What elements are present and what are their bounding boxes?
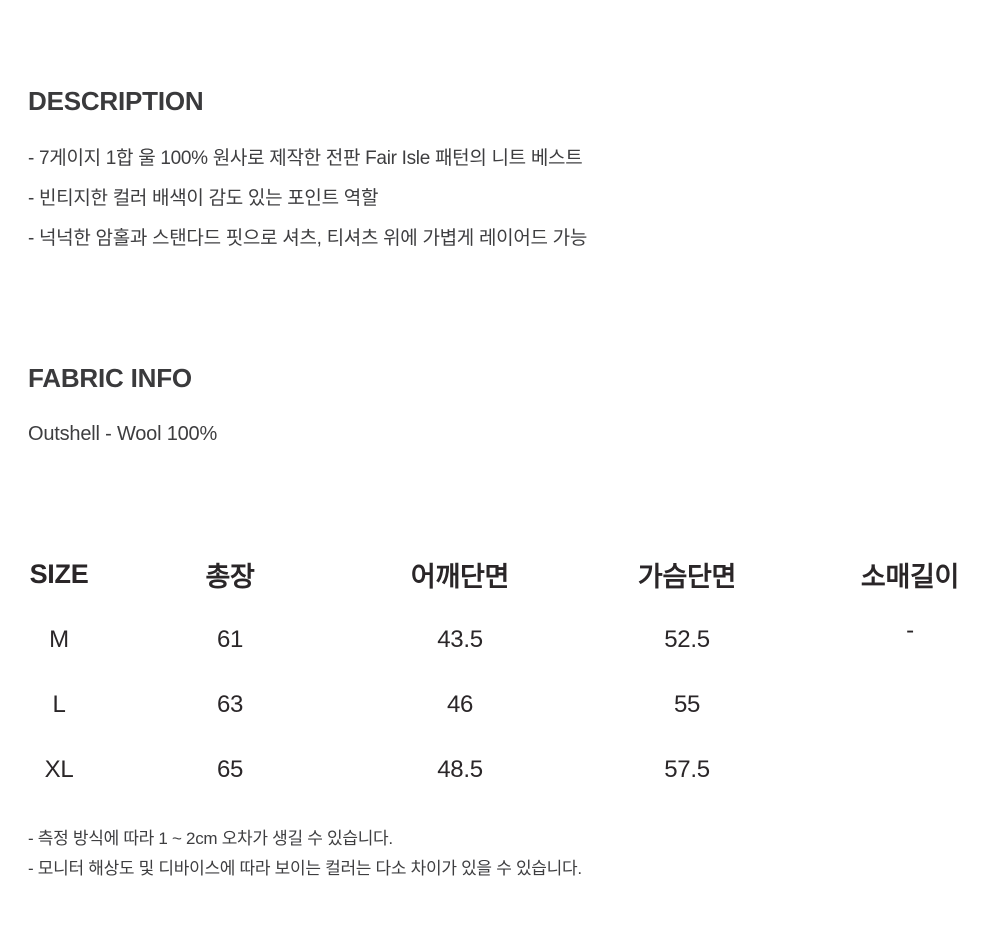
description-heading: DESCRIPTION (28, 86, 204, 116)
size-chart-header-cell: 어깨단면 (410, 562, 510, 592)
size-chart-value-cell: - (906, 616, 914, 644)
size-chart-size-cell: L (52, 690, 66, 718)
size-chart-size-cell: XL (44, 755, 74, 783)
size-chart-value-cell: 57.5 (664, 755, 710, 783)
size-chart-value-cell: 48.5 (437, 755, 483, 783)
size-chart-header-cell: 총장 (205, 562, 255, 592)
size-chart-header-cell: 소매길이 (860, 562, 960, 592)
size-chart-value-cell: 63 (216, 690, 244, 718)
size-chart-size-cell: M (49, 625, 69, 653)
note-line: - 모니터 해상도 및 디바이스에 따라 보이는 컬러는 다소 차이가 있을 수… (28, 859, 582, 878)
fabric-info-section: FABRIC INFO Outshell - Wool 100% (28, 363, 972, 446)
note-line: - 측정 방식에 따라 1 ~ 2cm 오차가 생길 수 있습니다. (28, 829, 393, 848)
description-bullet: - 빈티지한 컬러 배색이 감도 있는 포인트 역할 (28, 188, 379, 209)
size-chart-value-cell: 52.5 (664, 625, 710, 653)
description-bullet: - 넉넉한 암홀과 스탠다드 핏으로 셔츠, 티셔츠 위에 가볍게 레이어드 가… (28, 228, 588, 249)
size-chart-value-cell: 61 (216, 625, 244, 653)
size-chart-section: SIZE 총장 어깨단면 가슴단면 소매길이 M 61 43.5 52.5 - L 63 46 55 XL 6… (28, 542, 972, 802)
notes-section: - 측정 방식에 따라 1 ~ 2cm 오차가 생길 수 있습니다. - 모니터 … (28, 824, 972, 884)
description-bullet: - 7게이지 1합 울 100% 원사로 제작한 전판 Fair Isle 패턴… (28, 148, 583, 169)
size-chart-row: XL 65 48.5 57.5 (28, 737, 996, 802)
size-chart-value-cell: 65 (216, 755, 244, 783)
description-bullet-list: - 7게이지 1합 울 100% 원사로 제작한 전판 Fair Isle 패턴… (28, 139, 972, 259)
product-detail-page: DESCRIPTION - 7게이지 1합 울 100% 원사로 제작한 전판 … (28, 0, 972, 884)
description-section: DESCRIPTION - 7게이지 1합 울 100% 원사로 제작한 전판 … (28, 0, 972, 259)
size-chart-table: SIZE 총장 어깨단면 가슴단면 소매길이 M 61 43.5 52.5 - L 63 46 55 XL 6… (28, 542, 996, 802)
size-chart-header-cell: 가슴단면 (637, 562, 737, 592)
size-chart-value-cell: 46 (446, 690, 474, 718)
size-chart-value-cell: 55 (673, 690, 701, 718)
size-chart-row: M 61 43.5 52.5 - (28, 607, 996, 672)
fabric-info-heading: FABRIC INFO (28, 363, 192, 393)
size-chart-row: L 63 46 55 (28, 672, 996, 737)
size-chart-header-cell: SIZE (29, 559, 89, 589)
size-chart-header-row: SIZE 총장 어깨단면 가슴단면 소매길이 (28, 542, 996, 607)
size-chart-value-cell: 43.5 (437, 625, 483, 653)
fabric-outshell-text: Outshell - Wool 100% (28, 423, 218, 445)
